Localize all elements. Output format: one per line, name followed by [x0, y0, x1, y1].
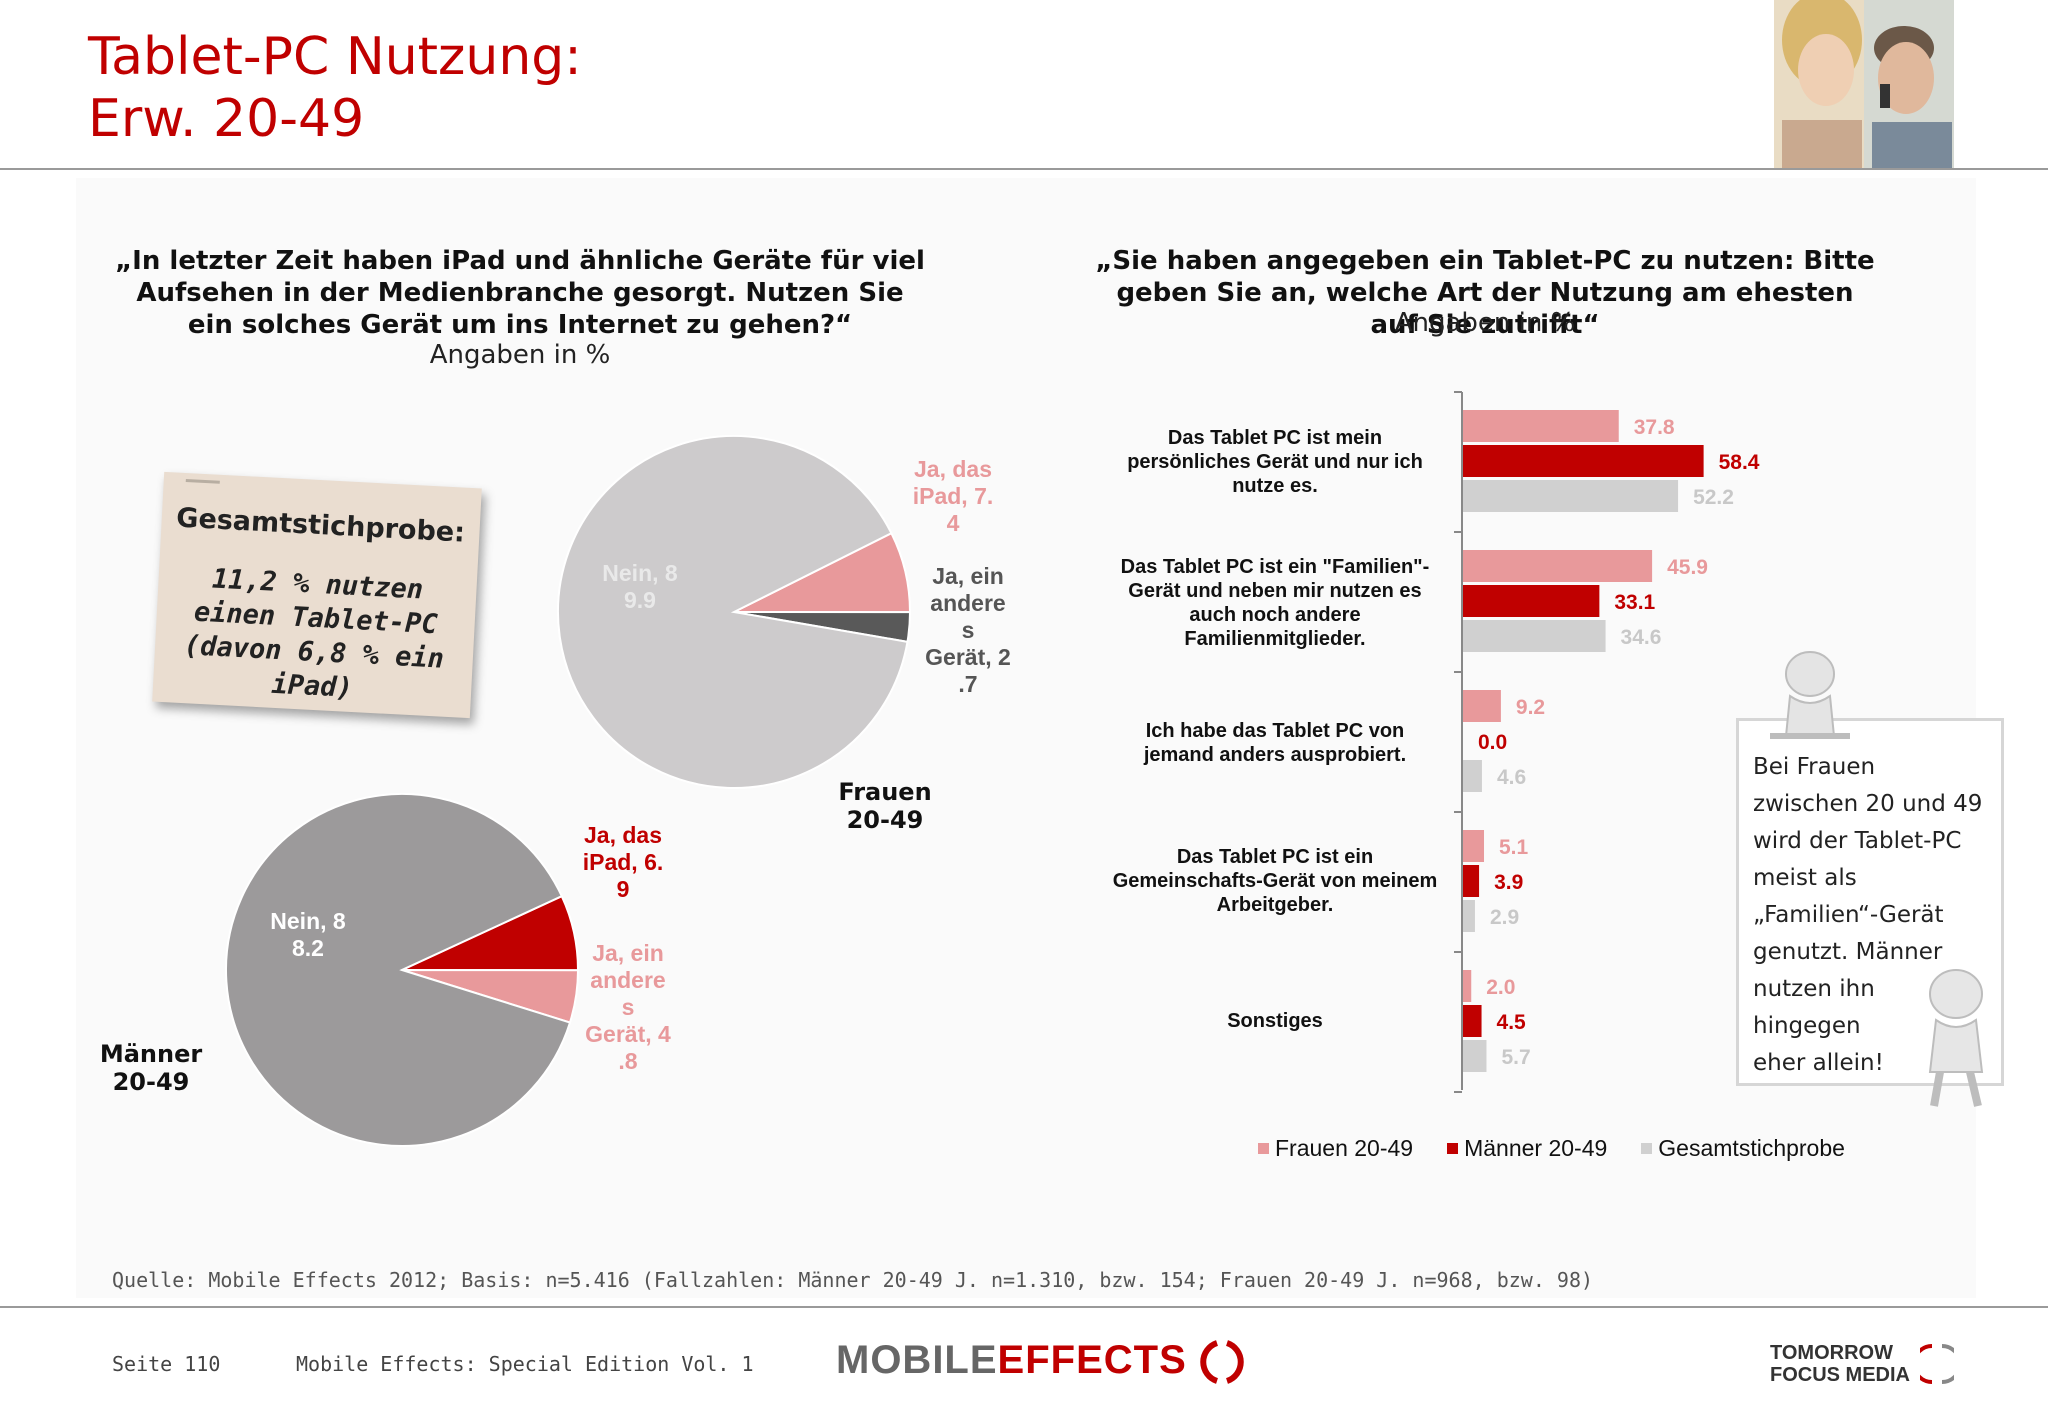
bar-3-0 [1463, 830, 1485, 862]
bar-category-label-2: Ich habe das Tablet PC von jemand anders … [1143, 720, 1407, 766]
legend-swatch [1641, 1143, 1653, 1154]
bar-2-2 [1463, 760, 1482, 792]
figure-top-icon [1770, 651, 1850, 739]
bar-value-label-0-0: 37.8 [1634, 416, 1675, 439]
bar-value-label-3-2: 2.9 [1490, 906, 1519, 929]
callout-line-2: wird der Tablet-PC [1753, 828, 1962, 854]
pie-maenner-label-nein: Nein, 8 8.2 [270, 908, 346, 961]
pie-maenner [225, 793, 580, 1147]
bar-0-1 [1463, 445, 1704, 477]
logo-mobile-text: MOBILE [836, 1338, 998, 1382]
bar-category-label-3: Das Tablet PC ist ein Gemeinschafts-Gerät… [1112, 846, 1438, 916]
pie-frauen-label-andere: Ja, ein andere s Gerät, 2.7 [925, 563, 1011, 697]
pie-maenner-group-label: Männer 20-49 [99, 1040, 203, 1096]
legend-label: Gesamtstichprobe [1658, 1135, 1845, 1161]
pie-frauen-label-nein: Nein, 8 9.9 [602, 560, 678, 613]
legend-label: Frauen 20-49 [1275, 1135, 1414, 1161]
title-line-2: Erw. 20-49 [88, 89, 365, 149]
bar-3-1 [1463, 865, 1480, 897]
publication-name: Mobile Effects: Special Edition Vol. 1 [296, 1352, 754, 1376]
bar-category-label-0: Das Tablet PC ist mein persönliches Gerät… [1127, 427, 1423, 497]
callout-line-3: meist als [1753, 865, 1857, 891]
callout-line-6: nutzen ihn [1753, 976, 1875, 1002]
figure-bottom-icon [1928, 969, 1984, 1107]
page-number: Seite 110 [112, 1352, 221, 1376]
bar-3-2 [1463, 900, 1475, 932]
pie-frauen-label-ipad: Ja, das iPad, 7. 4 [912, 456, 994, 536]
people-photo-icon [1774, 0, 1954, 168]
left-unit-label: Angaben in % [429, 340, 611, 370]
bar-value-label-2-2: 4.6 [1497, 766, 1526, 789]
pie-maenner-label-ipad: Ja, das iPad, 6. 9 [582, 822, 664, 902]
tfm-line-1: TOMORROW [1770, 1342, 1893, 1364]
bar-value-label-4-2: 5.7 [1501, 1046, 1530, 1069]
left-question: „In letzter Zeit haben iPad und ähnliche… [115, 246, 925, 340]
title-line-1: Tablet-PC Nutzung: [88, 27, 582, 87]
bar-value-label-0-1: 58.4 [1719, 451, 1760, 474]
bar-axis-ticks [1454, 391, 1462, 1093]
bar-value-label-1-0: 45.9 [1667, 556, 1708, 579]
tfm-line-2: FOCUS MEDIA [1770, 1364, 1910, 1386]
bar-value-label-3-0: 5.1 [1499, 836, 1529, 859]
bar-value-label-2-1: 0.0 [1478, 731, 1507, 754]
tomorrow-focus-logo: TOMORROW FOCUS MEDIA [1770, 1342, 1954, 1386]
callout-line-1: zwischen 20 und 49 [1753, 791, 1983, 817]
legend-swatch [1447, 1143, 1459, 1154]
bar-value-label-3-1: 3.9 [1494, 871, 1523, 894]
bar-1-2 [1463, 620, 1606, 652]
legend-swatch [1258, 1143, 1269, 1154]
pie-frauen-slice-nein [557, 435, 909, 789]
bar-category-label-4: Sonstiges [1227, 1010, 1323, 1032]
bar-4-1 [1463, 1005, 1482, 1037]
legend-item-1: Männer 20-49 [1447, 1135, 1607, 1162]
bar-value-label-4-1: 4.5 [1497, 1011, 1527, 1034]
callout-line-7: hingegen [1753, 1013, 1861, 1039]
tfm-bracket-icon [1920, 1344, 1954, 1384]
bar-value-label-2-0: 9.2 [1516, 696, 1545, 719]
bar-category-label-1: Das Tablet PC ist ein "Familien"- Gerät u… [1120, 556, 1430, 650]
bar-legend: Frauen 20-49 Männer 20-49 Gesamtstichprobe [1258, 1135, 1845, 1162]
pie-maenner-slice-nein [225, 793, 572, 1147]
legend-item-2: Gesamtstichprobe [1641, 1135, 1845, 1162]
logo-effects-text: EFFECTS [997, 1338, 1187, 1382]
callout-line-4: „Familien“-Gerät [1753, 902, 1944, 928]
page-title: Tablet-PC Nutzung: Erw. 20-49 [88, 26, 582, 150]
bar-marks: 37.8 58.4 52.2 45.9 33.1 34.6 9.2 0.0 4.6 5.1 3.9 2… [1463, 410, 1760, 1072]
bar-value-label-1-1: 33.1 [1614, 591, 1655, 614]
source-note: Quelle: Mobile Effects 2012; Basis: n=5.… [112, 1268, 1594, 1292]
mobile-effects-logo: MOBILEEFFECTS [836, 1338, 1245, 1385]
callout-text: Bei Frauen zwischen 20 und 49 wird der Tab… [1753, 749, 1993, 1082]
footer-divider [0, 1306, 2048, 1308]
bar-value-label-1-2: 34.6 [1621, 626, 1662, 649]
logo-brackets-icon [1200, 1340, 1244, 1385]
legend-label: Männer 20-49 [1464, 1135, 1608, 1161]
header-photo [1774, 0, 1954, 168]
bar-value-label-0-2: 52.2 [1693, 486, 1734, 509]
bar-value-label-4-0: 2.0 [1486, 976, 1515, 999]
pie-maenner-label-andere: Ja, ein andere s Gerät, 4.8 [585, 940, 671, 1074]
right-question: „Sie haben angegeben ein Tablet-PC zu nu… [1095, 246, 1875, 340]
bar-1-0 [1463, 550, 1653, 582]
bar-0-0 [1463, 410, 1619, 442]
callout-line-5: genutzt. Männer [1753, 939, 1943, 965]
callout-line-0: Bei Frauen [1753, 754, 1876, 780]
bar-4-0 [1463, 970, 1472, 1002]
bar-0-2 [1463, 480, 1679, 512]
bar-1-1 [1463, 585, 1600, 617]
right-unit-label: Angaben in % [1394, 308, 1576, 338]
pie-frauen-group-label: Frauen 20-49 [838, 778, 932, 834]
callout-box: Bei Frauen zwischen 20 und 49 wird der Tab… [1736, 718, 2004, 1086]
header-divider [0, 168, 2048, 170]
pie-frauen [557, 435, 912, 789]
bar-2-0 [1463, 690, 1501, 722]
callout-line-8: eher allein! [1753, 1050, 1884, 1076]
bar-4-2 [1463, 1040, 1487, 1072]
legend-item-0: Frauen 20-49 [1258, 1135, 1413, 1162]
